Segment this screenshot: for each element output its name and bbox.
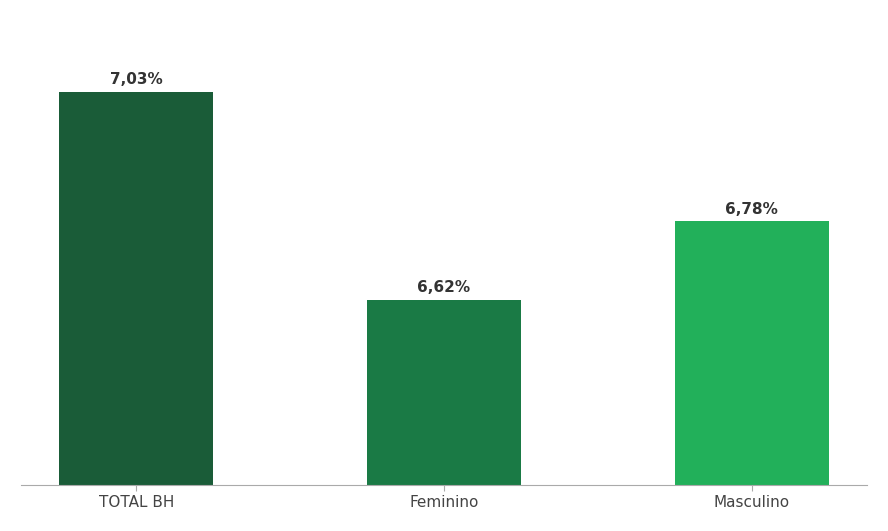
- Bar: [59, 92, 213, 485]
- Text: 6,78%: 6,78%: [725, 202, 778, 217]
- Bar: [675, 221, 829, 485]
- Text: 6,62%: 6,62%: [417, 280, 471, 295]
- Bar: [367, 300, 521, 485]
- Text: 7,03%: 7,03%: [110, 72, 163, 87]
